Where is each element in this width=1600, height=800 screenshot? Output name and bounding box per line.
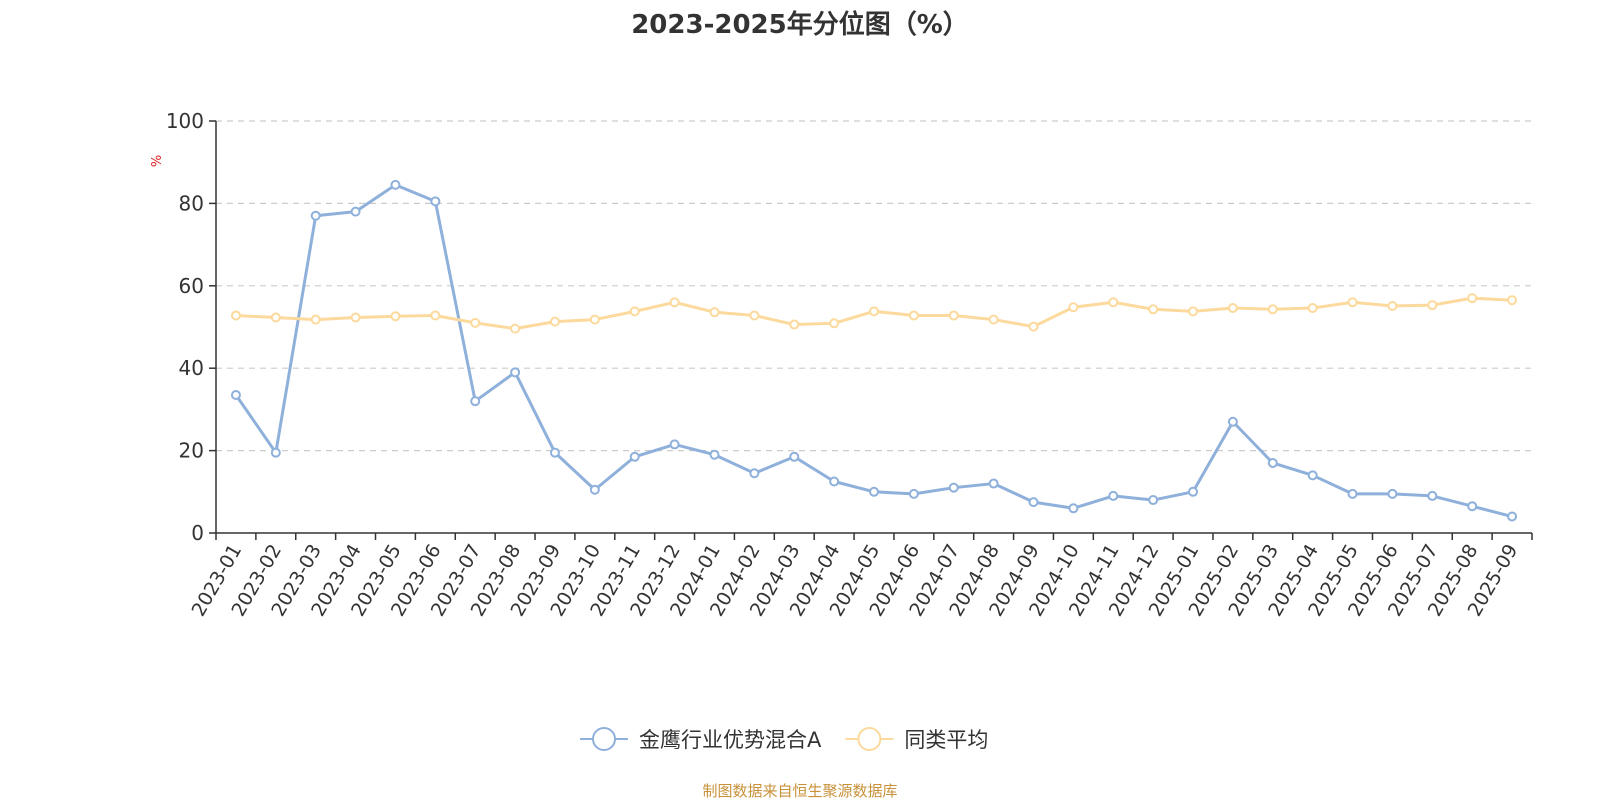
data-point[interactable] bbox=[988, 314, 999, 325]
data-point[interactable] bbox=[988, 478, 999, 489]
data-point[interactable] bbox=[829, 476, 840, 487]
data-point[interactable] bbox=[549, 316, 560, 327]
data-point[interactable] bbox=[1267, 457, 1278, 468]
data-point[interactable] bbox=[1227, 303, 1238, 314]
y-tick-label: 0 bbox=[191, 521, 204, 545]
data-point[interactable] bbox=[1467, 293, 1478, 304]
data-point[interactable] bbox=[230, 389, 241, 400]
data-point[interactable] bbox=[1148, 495, 1159, 506]
data-point[interactable] bbox=[709, 307, 720, 318]
data-point[interactable] bbox=[589, 314, 600, 325]
data-point[interactable] bbox=[1387, 300, 1398, 311]
y-tick-label: 20 bbox=[179, 439, 204, 463]
data-point[interactable] bbox=[1227, 416, 1238, 427]
series-1 bbox=[230, 179, 1518, 522]
series-2 bbox=[230, 293, 1518, 334]
data-point[interactable] bbox=[1188, 306, 1199, 317]
legend-circle-swatch bbox=[857, 727, 882, 751]
data-point[interactable] bbox=[549, 447, 560, 458]
data-point[interactable] bbox=[430, 310, 441, 321]
data-point[interactable] bbox=[749, 310, 760, 321]
data-point[interactable] bbox=[1108, 297, 1119, 308]
legend-item[interactable]: 同类平均 bbox=[845, 727, 988, 752]
data-point[interactable] bbox=[310, 314, 321, 325]
series-line bbox=[234, 183, 1513, 518]
data-point[interactable] bbox=[789, 319, 800, 330]
data-point[interactable] bbox=[230, 310, 241, 321]
data-point[interactable] bbox=[869, 486, 879, 497]
data-point[interactable] bbox=[709, 449, 720, 460]
legend-item[interactable]: 金鹰行业优势混合A bbox=[580, 727, 822, 752]
data-point[interactable] bbox=[1387, 488, 1398, 499]
data-point[interactable] bbox=[1467, 501, 1478, 512]
data-point[interactable] bbox=[1347, 297, 1358, 308]
data-point[interactable] bbox=[350, 312, 361, 323]
data-point[interactable] bbox=[908, 488, 919, 499]
data-point[interactable] bbox=[510, 323, 521, 334]
data-point[interactable] bbox=[270, 447, 281, 458]
data-point[interactable] bbox=[430, 196, 441, 207]
data-point[interactable] bbox=[470, 396, 481, 407]
data-point[interactable] bbox=[1148, 304, 1159, 315]
y-tick-label: 40 bbox=[179, 356, 204, 380]
y-axis-unit-label: % bbox=[150, 155, 165, 167]
data-point[interactable] bbox=[669, 439, 680, 450]
y-tick-label: 80 bbox=[179, 191, 204, 215]
data-point[interactable] bbox=[1188, 486, 1199, 497]
legend: 金鹰行业优势混合A 同类平均 bbox=[580, 727, 988, 752]
data-point[interactable] bbox=[1108, 490, 1119, 501]
legend-circle-swatch bbox=[592, 727, 616, 751]
data-point[interactable] bbox=[310, 210, 321, 221]
data-point[interactable] bbox=[390, 179, 401, 190]
legend-label: 金鹰行业优势混合A bbox=[639, 728, 822, 752]
data-point[interactable] bbox=[829, 318, 840, 329]
y-tick-label: 60 bbox=[179, 274, 204, 298]
data-point[interactable] bbox=[1028, 497, 1039, 508]
data-point[interactable] bbox=[908, 310, 919, 321]
data-point[interactable] bbox=[1307, 303, 1318, 314]
data-point[interactable] bbox=[629, 306, 640, 317]
data-point[interactable] bbox=[749, 468, 760, 479]
data-point[interactable] bbox=[350, 206, 361, 217]
data-point[interactable] bbox=[1028, 321, 1039, 332]
y-tick-label: 100 bbox=[166, 109, 204, 133]
data-point[interactable] bbox=[1307, 470, 1318, 481]
data-source-note: 制图数据来自恒生聚源数据库 bbox=[702, 782, 897, 800]
data-point[interactable] bbox=[669, 297, 680, 308]
legend-label: 同类平均 bbox=[904, 728, 988, 752]
data-point[interactable] bbox=[1068, 503, 1079, 514]
data-point[interactable] bbox=[1427, 490, 1438, 501]
grid-lines bbox=[216, 120, 1532, 452]
data-point[interactable] bbox=[470, 317, 481, 328]
data-point[interactable] bbox=[1507, 511, 1518, 522]
data-point[interactable] bbox=[1507, 295, 1518, 306]
data-point[interactable] bbox=[1068, 302, 1079, 313]
data-point[interactable] bbox=[1267, 304, 1278, 315]
series-lines bbox=[230, 179, 1518, 522]
data-point[interactable] bbox=[789, 451, 800, 462]
data-point[interactable] bbox=[270, 312, 281, 323]
data-point[interactable] bbox=[869, 306, 879, 317]
data-point[interactable] bbox=[948, 482, 959, 493]
data-point[interactable] bbox=[1427, 300, 1438, 311]
data-point[interactable] bbox=[948, 310, 959, 321]
data-point[interactable] bbox=[510, 367, 521, 378]
data-point[interactable] bbox=[390, 311, 401, 322]
data-point[interactable] bbox=[589, 484, 600, 495]
data-point[interactable] bbox=[1347, 488, 1358, 499]
chart-title: 2023-2025年分位图（%） bbox=[631, 9, 969, 40]
axes: 0204060801002023-012023-022023-032023-04… bbox=[166, 109, 1533, 620]
data-point[interactable] bbox=[629, 451, 640, 462]
